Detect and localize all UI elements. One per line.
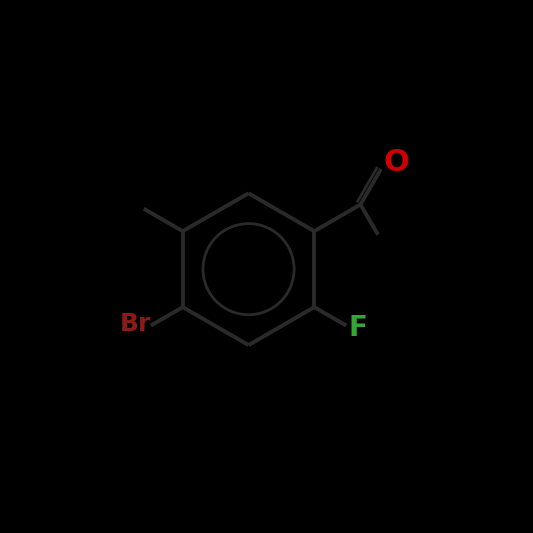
Text: O: O	[384, 148, 409, 177]
Text: Br: Br	[119, 312, 151, 336]
Text: F: F	[349, 313, 367, 342]
